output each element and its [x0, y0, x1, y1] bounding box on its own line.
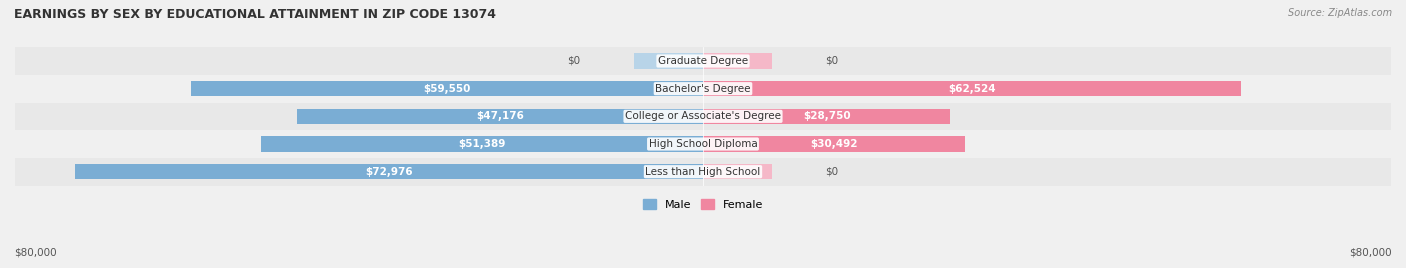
Text: High School Diploma: High School Diploma: [648, 139, 758, 149]
Bar: [703, 81, 1240, 96]
Bar: [15, 75, 1391, 102]
Bar: [15, 158, 1391, 185]
Bar: [634, 53, 703, 69]
Text: Bachelor's Degree: Bachelor's Degree: [655, 84, 751, 94]
Legend: Male, Female: Male, Female: [638, 195, 768, 215]
Text: $62,524: $62,524: [948, 84, 995, 94]
Bar: [703, 109, 950, 124]
Text: $80,000: $80,000: [1350, 247, 1392, 257]
Text: $80,000: $80,000: [14, 247, 56, 257]
Text: $47,176: $47,176: [477, 111, 524, 121]
Text: $59,550: $59,550: [423, 84, 471, 94]
Text: College or Associate's Degree: College or Associate's Degree: [626, 111, 780, 121]
Text: Graduate Degree: Graduate Degree: [658, 56, 748, 66]
Text: $0: $0: [568, 56, 581, 66]
Text: EARNINGS BY SEX BY EDUCATIONAL ATTAINMENT IN ZIP CODE 13074: EARNINGS BY SEX BY EDUCATIONAL ATTAINMEN…: [14, 8, 496, 21]
Bar: [703, 136, 966, 152]
Text: $28,750: $28,750: [803, 111, 851, 121]
Bar: [262, 136, 703, 152]
Bar: [191, 81, 703, 96]
Bar: [15, 47, 1391, 75]
Text: $30,492: $30,492: [810, 139, 858, 149]
Text: $0: $0: [825, 167, 838, 177]
Text: $72,976: $72,976: [366, 167, 413, 177]
Bar: [76, 164, 703, 179]
Text: Less than High School: Less than High School: [645, 167, 761, 177]
Bar: [703, 164, 772, 179]
Text: $0: $0: [825, 56, 838, 66]
Bar: [15, 130, 1391, 158]
Bar: [703, 53, 772, 69]
Text: Source: ZipAtlas.com: Source: ZipAtlas.com: [1288, 8, 1392, 18]
Text: $51,389: $51,389: [458, 139, 506, 149]
Bar: [15, 102, 1391, 130]
Bar: [297, 109, 703, 124]
